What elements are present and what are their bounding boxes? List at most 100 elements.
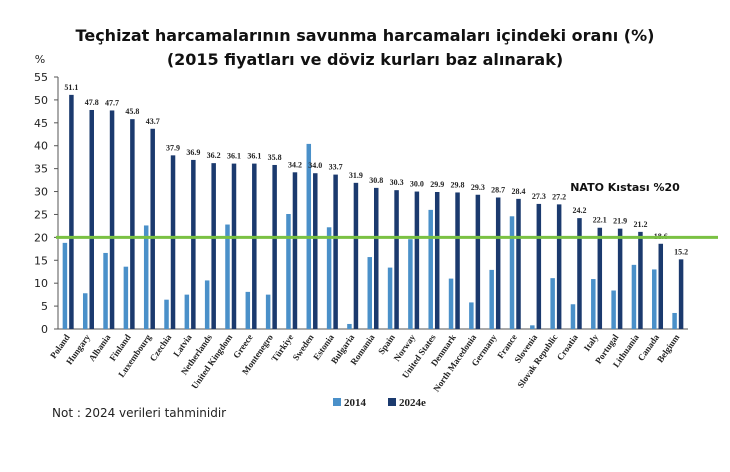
bar-2014-28 (631, 264, 637, 329)
data-label-2024e: 34.2 (288, 160, 302, 169)
bar-2024e-22 (516, 198, 521, 329)
bar-2014-17 (408, 239, 413, 329)
data-label-2024e: 47.8 (85, 98, 99, 107)
y-tick-label: 10 (34, 277, 48, 290)
bar-2014-11 (286, 213, 291, 329)
bar-2014-0 (62, 242, 68, 329)
data-label-2024e: 37.9 (166, 143, 180, 152)
data-label-2024e: 36.1 (247, 152, 261, 161)
bar-2024e-3 (130, 119, 135, 329)
bar-2014-9 (245, 291, 251, 329)
bar-2014-19 (448, 278, 454, 329)
bar-2014-8 (225, 224, 230, 329)
bar-2024e-17 (414, 191, 420, 329)
y-tick-label: 35 (34, 163, 48, 176)
bar-2014-24 (550, 278, 555, 329)
bar-2024e-4 (150, 128, 155, 329)
data-label-2024e: 34.0 (308, 161, 322, 170)
bar-2014-16 (387, 267, 393, 329)
bar-2024e-20 (475, 194, 481, 329)
data-label-2024e: 45.8 (125, 107, 139, 116)
data-label-2024e: 33.7 (329, 163, 343, 172)
bar-2024e-26 (597, 227, 603, 329)
bar-2024e-27 (617, 228, 623, 329)
data-label-2024e: 29.8 (451, 180, 465, 189)
bar-2014-18 (428, 209, 433, 329)
bar-2014-25 (570, 304, 576, 329)
y-tick-label: 55 (34, 71, 48, 84)
bar-2014-2 (103, 252, 108, 329)
data-label-2024e: 29.3 (471, 183, 485, 192)
data-label-2024e: 15.2 (674, 247, 688, 256)
y-axis-label: % (35, 53, 45, 66)
data-label-2024e: 36.2 (207, 151, 221, 160)
data-label-2024e: 28.7 (491, 186, 505, 195)
chart-subtitle: (2015 fiyatları ve döviz kurları baz alı… (166, 50, 564, 69)
bar-2024e-7 (211, 163, 216, 329)
bar-2014-27 (611, 290, 616, 329)
data-label-2024e: 21.2 (633, 220, 647, 229)
data-label-2024e: 27.3 (532, 192, 546, 201)
bar-2024e-25 (577, 218, 582, 329)
data-label-2024e: 47.7 (105, 98, 119, 107)
data-label-2024e: 36.1 (227, 152, 241, 161)
bar-2014-3 (123, 266, 129, 329)
legend-swatch-2024e (388, 398, 396, 406)
y-tick-label: 50 (34, 94, 48, 107)
bar-2024e-14 (353, 182, 359, 329)
data-label-2024e: 35.8 (268, 153, 282, 162)
bar-2024e-24 (556, 204, 562, 329)
bar-2014-15 (367, 257, 372, 329)
y-tick-label: 25 (34, 208, 48, 221)
y-tick-label: 30 (34, 186, 48, 199)
data-label-2024e: 24.2 (572, 206, 586, 215)
data-label-2024e: 22.1 (593, 216, 607, 225)
y-tick-label: 0 (41, 323, 48, 336)
bar-2014-26 (591, 279, 596, 329)
bar-2024e-30 (678, 259, 684, 329)
category-label: Italy (582, 332, 601, 353)
footnote: Not : 2024 verileri tahminidir (52, 406, 227, 420)
bar-2024e-9 (252, 163, 257, 329)
data-label-2024e: 28.4 (512, 187, 526, 196)
legend-label-2024e: 2024e (399, 397, 426, 409)
data-label-2024e: 36.9 (186, 148, 200, 157)
reference-line-label: NATO Kıstası %20 (570, 181, 680, 194)
bar-2014-30 (672, 312, 677, 329)
bar-2014-1 (82, 293, 88, 329)
bar-2014-4 (143, 225, 149, 329)
data-label-2024e: 27.2 (552, 192, 566, 201)
bar-2024e-13 (333, 174, 338, 329)
bar-2014-23 (530, 325, 535, 329)
y-tick-label: 45 (34, 117, 48, 130)
bar-2024e-15 (374, 187, 379, 329)
data-label-2024e: 30.0 (410, 180, 424, 189)
data-label-2024e: 51.1 (64, 83, 78, 92)
bar-2014-14 (347, 323, 352, 329)
bar-2014-7 (204, 280, 210, 329)
legend-label-2014: 2014 (344, 397, 367, 409)
bar-2024e-19 (455, 192, 460, 329)
data-label-2024e: 30.8 (369, 176, 383, 185)
bar-2014-20 (469, 302, 474, 329)
data-label-2024e: 21.9 (613, 217, 627, 226)
category-label: Czechia (148, 332, 174, 363)
bar-2024e-29 (658, 243, 664, 329)
data-label-2024e: 30.3 (390, 178, 404, 187)
bar-2024e-10 (272, 164, 277, 329)
bar-2024e-11 (292, 172, 298, 329)
bar-2024e-21 (495, 197, 501, 329)
bar-2024e-16 (394, 190, 399, 329)
y-tick-label: 5 (41, 300, 48, 313)
bar-2024e-12 (313, 173, 318, 329)
data-label-2024e: 29.9 (430, 180, 444, 189)
bar-2014-10 (265, 294, 271, 329)
data-label-2024e: 31.9 (349, 171, 363, 180)
y-tick-label: 20 (34, 231, 48, 244)
bar-2024e-5 (170, 155, 176, 329)
bar-2024e-18 (434, 192, 440, 329)
category-label: Croatia (555, 332, 580, 362)
legend-swatch-2014 (333, 398, 341, 406)
